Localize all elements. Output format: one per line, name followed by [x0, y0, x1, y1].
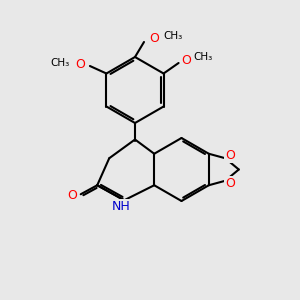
Text: CH₃: CH₃	[163, 31, 182, 41]
Text: O: O	[75, 58, 85, 71]
Text: O: O	[67, 189, 77, 202]
Text: O: O	[225, 177, 235, 190]
Text: CH₃: CH₃	[194, 52, 213, 62]
Text: O: O	[150, 32, 159, 46]
Text: CH₃: CH₃	[50, 58, 70, 68]
Text: O: O	[181, 53, 191, 67]
Text: NH: NH	[112, 200, 130, 213]
Text: O: O	[225, 149, 235, 162]
